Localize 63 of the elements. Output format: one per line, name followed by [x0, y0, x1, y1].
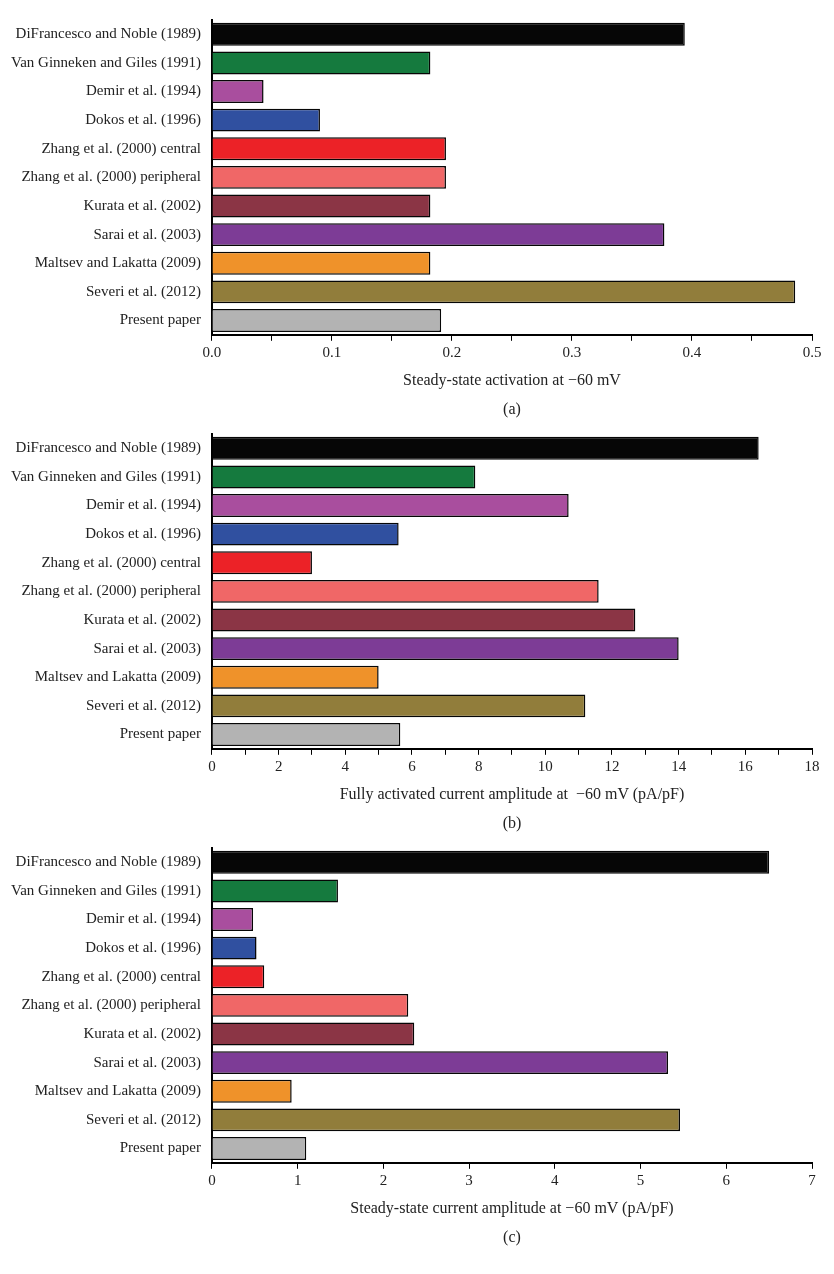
text: (c) [503, 1228, 521, 1246]
y-tick-label: Demir et al. (1994) [85, 496, 201, 514]
y-tick-label: Zhang et al. (2000) peripheral [21, 582, 201, 600]
y-tick-label: DiFrancesco and Noble (1989) [15, 853, 201, 871]
y-tick-label: DiFrancesco and Noble (1989) [15, 439, 201, 457]
y-tick-label: Sarai et al. (2003) [93, 225, 201, 243]
y-tick-label: Present paper [119, 1139, 201, 1156]
y-tick-label: Present paper [119, 311, 201, 328]
x-tick-label: 16 [737, 757, 754, 774]
y-tick-label: Zhang et al. (2000) peripheral [21, 168, 201, 186]
y-tick-label: Van Ginneken and Giles (1991) [10, 881, 201, 899]
y-tick-label: Maltsev and Lakatta (2009) [34, 668, 201, 686]
y-tick-label: Severi et al. (2012) [85, 696, 201, 714]
y-tick-label: Zhang et al. (2000) central [41, 967, 201, 985]
y-tick-label: Kurata et al. (2002) [83, 196, 201, 214]
x-axis-title: Steady-state current amplitude at −60 mV (pA/pF) [350, 1198, 674, 1217]
x-tick-label: 6 [722, 1171, 731, 1188]
x-tick-label: 0.2 [442, 343, 462, 360]
text: (a) [503, 400, 521, 418]
x-tick-label: 5 [636, 1171, 645, 1188]
y-tick-label: Dokos et al. (1996) [85, 939, 201, 957]
y-tick-label: Severi et al. (2012) [85, 1110, 201, 1128]
y-tick-label: Sarai et al. (2003) [93, 639, 201, 657]
y-tick-label: Kurata et al. (2002) [83, 610, 201, 628]
y-tick-label: Kurata et al. (2002) [83, 1024, 201, 1042]
y-tick-label: Zhang et al. (2000) central [41, 139, 201, 157]
x-tick-label: 0 [208, 757, 216, 774]
text: (b) [502, 814, 522, 832]
y-tick-label: Demir et al. (1994) [85, 82, 201, 100]
x-tick-label: 2 [379, 1171, 388, 1188]
y-tick-label: Van Ginneken and Giles (1991) [10, 53, 201, 71]
x-tick-label: 3 [465, 1171, 473, 1188]
x-tick-label: 0.3 [562, 343, 582, 360]
x-tick-label: 8 [474, 757, 483, 774]
x-tick-label: 12 [604, 757, 620, 774]
y-tick-label: Zhang et al. (2000) central [41, 553, 201, 571]
x-tick-label: 0.4 [682, 343, 702, 360]
y-tick-label: Present paper [119, 725, 201, 742]
x-tick-label: 4 [341, 757, 350, 774]
y-tick-label: Sarai et al. (2003) [93, 1053, 201, 1071]
x-tick-label: 4 [551, 1171, 560, 1188]
x-tick-label: 18 [804, 757, 820, 774]
y-tick-label: Dokos et al. (1996) [85, 525, 201, 543]
x-tick-label: 14 [671, 757, 687, 774]
y-tick-label: Van Ginneken and Giles (1991) [10, 467, 201, 485]
y-tick-label: Demir et al. (1994) [85, 910, 201, 928]
x-tick-label: 0.0 [202, 343, 222, 360]
x-tick-label: 10 [537, 757, 553, 774]
x-tick-label: 0.1 [322, 343, 342, 360]
x-tick-label: 0 [208, 1171, 216, 1188]
x-tick-label: 7 [808, 1171, 817, 1188]
y-tick-label: Maltsev and Lakatta (2009) [34, 1082, 201, 1100]
x-tick-label: 2 [274, 757, 283, 774]
y-tick-label: DiFrancesco and Noble (1989) [15, 25, 201, 43]
x-tick-label: 6 [408, 757, 417, 774]
y-tick-label: Maltsev and Lakatta (2009) [34, 254, 201, 272]
x-tick-label: 1 [293, 1171, 302, 1188]
x-axis-title: Fully activated current amplitude at −60 mV (pA/pF) [339, 784, 685, 803]
x-tick-label: 0.5 [802, 343, 822, 360]
y-tick-label: Zhang et al. (2000) peripheral [21, 996, 201, 1014]
y-tick-label: Dokos et al. (1996) [85, 111, 201, 129]
x-axis-title: Steady-state activation at −60 mV [403, 370, 622, 389]
y-tick-label: Severi et al. (2012) [85, 282, 201, 300]
